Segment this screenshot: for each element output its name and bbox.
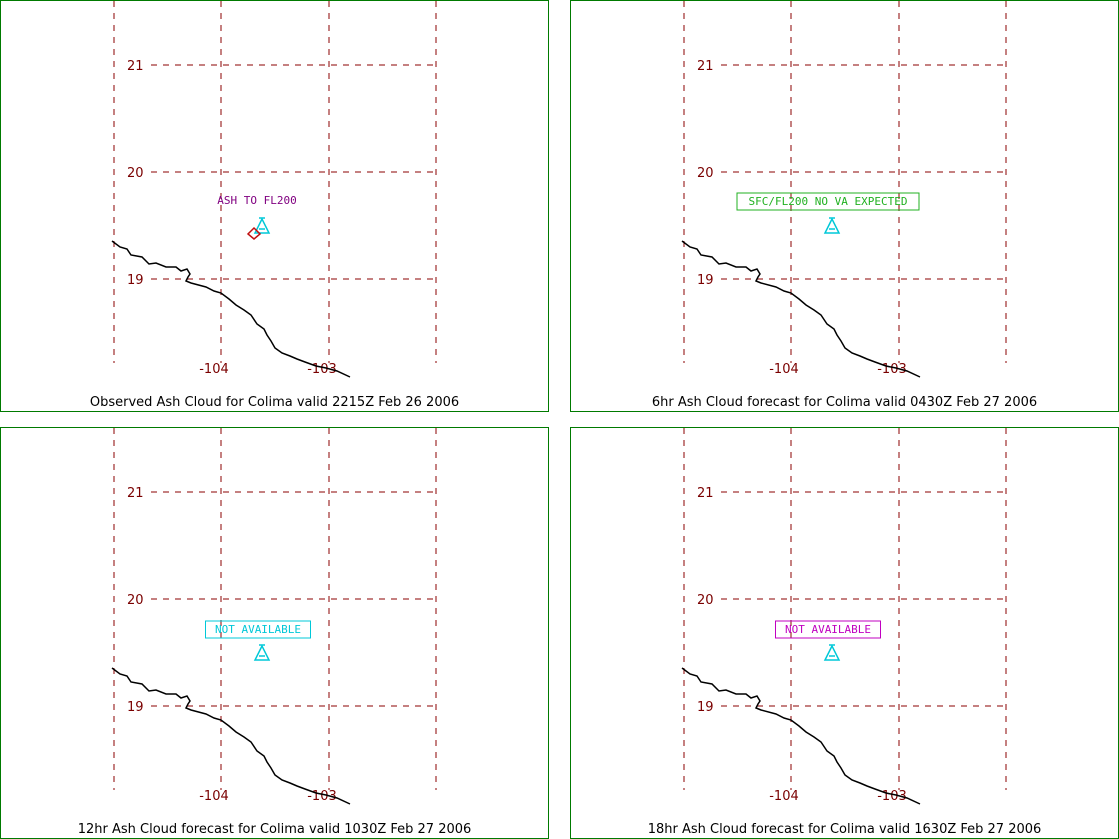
- latitude-label: 19: [697, 273, 714, 288]
- coastline: [681, 240, 921, 378]
- latitude-label: 20: [127, 593, 144, 608]
- label-box: [205, 620, 311, 639]
- forecast-label: ASH TO FL200: [217, 194, 296, 207]
- forecast-label: NOT AVAILABLE: [785, 623, 871, 636]
- coastline: [681, 667, 921, 805]
- latitude-label: 20: [697, 166, 714, 181]
- latitude-label: 21: [697, 59, 714, 74]
- longitude-label: -104: [199, 362, 229, 377]
- coastline: [111, 667, 351, 805]
- latitude-label: 20: [697, 593, 714, 608]
- panel-12hr: 21 20 19 -104 -103 NOT AVAILABLE 12hr Ash Clo…: [0, 427, 549, 839]
- label-box: [775, 620, 881, 639]
- coastline: [111, 240, 351, 378]
- forecast-label: SFC/FL200 NO VA EXPECTED: [749, 195, 908, 208]
- latitude-label: 19: [127, 273, 144, 288]
- latitude-label: 19: [127, 700, 144, 715]
- caption-12hr: 12hr Ash Cloud forecast for Colima valid…: [77, 822, 472, 837]
- caption-18hr: 18hr Ash Cloud forecast for Colima valid…: [647, 822, 1042, 837]
- volcano-icon: [253, 644, 271, 661]
- ash-area-polygon: [246, 226, 262, 240]
- longitude-label: -104: [769, 789, 799, 804]
- latitude-label: 19: [697, 700, 714, 715]
- longitude-label: -104: [199, 789, 229, 804]
- panel-6hr: 21 20 19 -104 -103 SFC/FL200 NO VA EXPECTED 6…: [570, 0, 1119, 412]
- longitude-label: -104: [769, 362, 799, 377]
- label-box: [736, 192, 920, 211]
- panel-observed: 21 20 19 -104 -103 ASH TO FL200 Observed Ash …: [0, 0, 549, 412]
- latitude-label: 21: [127, 59, 144, 74]
- volcano-icon: [823, 644, 841, 661]
- latitude-label: 20: [127, 166, 144, 181]
- latitude-label: 21: [697, 486, 714, 501]
- caption-6hr: 6hr Ash Cloud forecast for Colima valid …: [651, 395, 1038, 410]
- volcano-icon: [253, 217, 271, 234]
- volcano-icon: [823, 217, 841, 234]
- caption-observed: Observed Ash Cloud for Colima valid 2215…: [89, 395, 460, 410]
- latitude-label: 21: [127, 486, 144, 501]
- panel-18hr: 21 20 19 -104 -103 NOT AVAILABLE 18hr Ash Clo…: [570, 427, 1119, 839]
- forecast-label: NOT AVAILABLE: [215, 623, 301, 636]
